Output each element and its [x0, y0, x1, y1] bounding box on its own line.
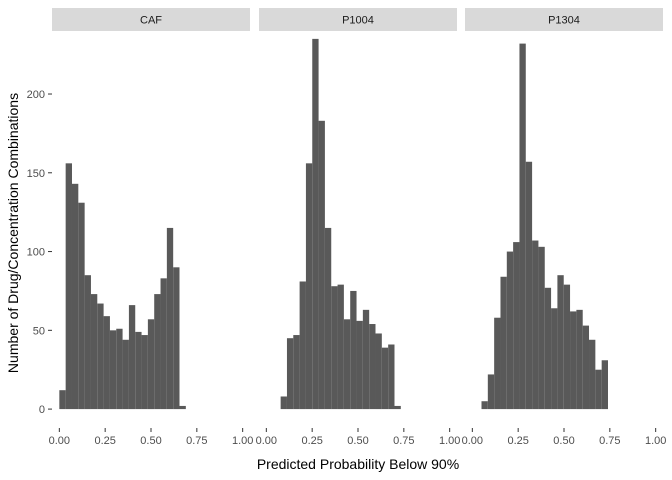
histogram-bar — [576, 309, 583, 410]
x-tick-label: 0.00 — [462, 435, 483, 447]
histogram-bar — [544, 287, 552, 410]
histogram-bar — [570, 311, 577, 410]
facet-panels: CAF 0.00 0.25 0.50 0.75 1.00 P1004 0.00 0.25 0.50… — [49, 8, 666, 447]
y-tick-label: 200 — [27, 89, 45, 101]
histogram-bar — [299, 281, 306, 410]
histogram-bar — [166, 227, 174, 410]
histogram-bar — [173, 267, 180, 410]
histogram-bar — [331, 286, 338, 410]
y-axis-title: Number of Drug/Concentration Combination… — [5, 93, 21, 373]
histogram-bar — [369, 324, 376, 410]
histogram-bar — [381, 347, 389, 410]
facet-strip — [52, 8, 250, 31]
histogram-bar — [487, 374, 495, 410]
histogram-bar — [525, 161, 533, 410]
histogram-bar — [350, 290, 357, 410]
histogram-bar — [305, 163, 313, 410]
facet-panel-p1004: P1004 0.00 0.25 0.50 0.75 1.00 — [256, 8, 460, 447]
histogram-bar — [494, 317, 501, 410]
y-tick-label: 150 — [27, 168, 45, 180]
histogram-bar — [293, 335, 300, 410]
x-tick-label: 1.00 — [439, 435, 460, 447]
histogram-bar — [563, 284, 571, 410]
histogram-bar — [532, 240, 539, 410]
histogram-bar — [506, 251, 514, 410]
histogram-bar — [116, 328, 123, 410]
x-tick-label: 0.25 — [301, 435, 322, 447]
x-tick-label: 0.00 — [49, 435, 70, 447]
x-tick-label: 0.75 — [393, 435, 414, 447]
y-tick-label: 50 — [33, 325, 45, 337]
histogram-bar — [362, 309, 370, 410]
histogram-bar — [78, 202, 85, 410]
y-axis: 0 50 100 150 200 — [27, 89, 52, 416]
x-axis-title: Predicted Probability Below 90% — [257, 456, 459, 472]
histogram-bar — [557, 275, 564, 410]
histogram-bar — [312, 38, 319, 410]
histogram-bar — [135, 331, 142, 410]
histogram-bar — [343, 319, 351, 410]
x-tick-label: 0.00 — [256, 435, 277, 447]
facet-strip — [465, 8, 663, 31]
histogram-bar — [324, 227, 332, 410]
histogram-bar — [595, 369, 602, 410]
x-tick-label: 0.75 — [599, 435, 620, 447]
histogram-bar — [147, 319, 155, 410]
histogram-bar — [90, 294, 98, 410]
x-tick-label: 0.25 — [507, 435, 528, 447]
x-tick-label: 1.00 — [645, 435, 666, 447]
histogram-bar — [356, 320, 363, 410]
x-tick-label: 0.75 — [186, 435, 207, 447]
facet-strip — [259, 8, 457, 31]
histogram-bar — [582, 325, 590, 410]
histogram-bar — [318, 120, 325, 410]
histogram-bar — [519, 43, 526, 410]
x-tick-label: 0.50 — [553, 435, 574, 447]
histogram-bar — [103, 316, 110, 410]
histogram-bar — [538, 246, 545, 410]
histogram-bar — [589, 339, 596, 410]
histogram-bar — [97, 303, 104, 410]
histogram-bar — [65, 163, 72, 410]
histogram-bar — [84, 275, 91, 410]
x-tick-label: 0.50 — [140, 435, 161, 447]
histogram-bar — [109, 330, 117, 410]
facet-strip-label: P1004 — [342, 15, 374, 27]
histogram-bar — [71, 183, 79, 410]
histogram-bar — [141, 335, 148, 410]
histogram-bar — [59, 390, 66, 410]
facet-panel-caf: CAF 0.00 0.25 0.50 0.75 1.00 — [49, 8, 253, 447]
histogram-bar — [160, 278, 167, 410]
histogram-bar — [481, 401, 488, 410]
histogram-bar — [551, 308, 558, 410]
x-tick-label: 0.25 — [94, 435, 115, 447]
histogram-bar — [394, 405, 401, 410]
histogram-bar — [128, 305, 136, 410]
histogram-bar — [500, 276, 507, 410]
facet-strip-label: CAF — [140, 15, 162, 27]
histogram-bar — [280, 396, 287, 410]
x-tick-label: 1.00 — [232, 435, 253, 447]
y-tick-label: 0 — [39, 404, 45, 416]
histogram-bar — [122, 339, 129, 410]
histogram-bar — [375, 333, 382, 410]
histogram-bar — [179, 405, 186, 410]
histogram-bar — [388, 344, 395, 410]
histogram-bar — [513, 242, 520, 410]
facet-strip-label: P1304 — [548, 15, 580, 27]
histogram-bar — [286, 338, 294, 410]
histogram-bar — [601, 360, 608, 410]
facet-panel-p1304: P1304 0.00 0.25 0.50 0.75 1.00 — [462, 8, 666, 447]
histogram-bar — [154, 294, 161, 410]
histogram-bar — [337, 284, 344, 410]
x-tick-label: 0.50 — [347, 435, 368, 447]
y-tick-label: 100 — [27, 247, 45, 259]
